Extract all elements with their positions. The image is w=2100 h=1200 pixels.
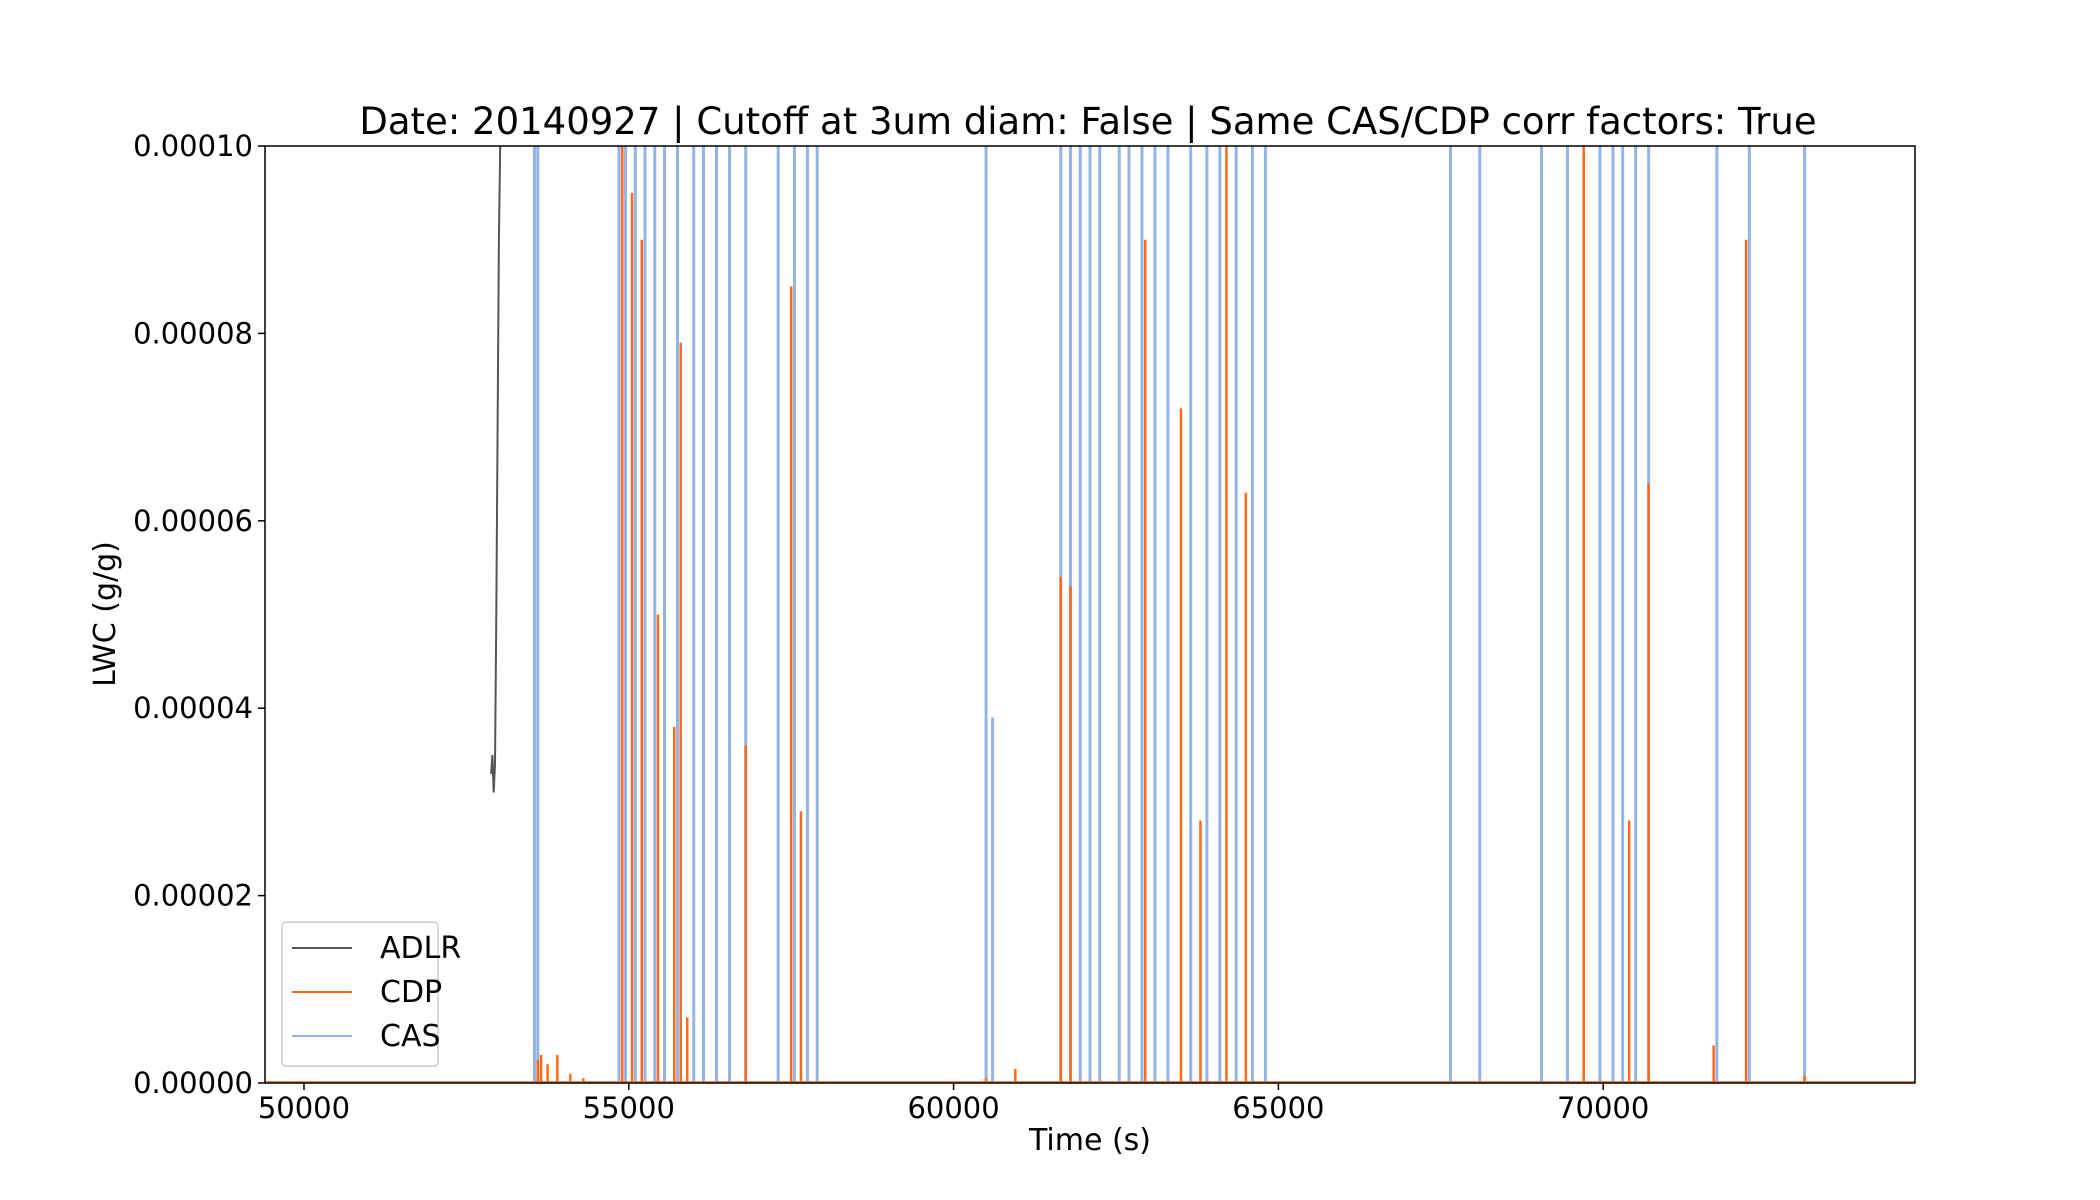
series-adlr bbox=[490, 145, 502, 793]
x-tick-label: 55000 bbox=[583, 1091, 675, 1125]
legend-box bbox=[281, 921, 439, 1067]
x-tick-label: 65000 bbox=[1232, 1091, 1324, 1125]
plot-frame bbox=[264, 145, 1916, 1084]
y-tick-label: 0.00010 bbox=[133, 129, 253, 163]
axes: 50000 55000 60000 65000 70000 0.00000 0.00002 0… bbox=[133, 129, 1649, 1125]
legend-label-cas: CAS bbox=[380, 1019, 441, 1054]
x-tick-label: 50000 bbox=[258, 1091, 350, 1125]
y-tick-label: 0.00000 bbox=[133, 1066, 253, 1100]
series-cas bbox=[265, 146, 1915, 1083]
y-tick-label: 0.00006 bbox=[133, 504, 253, 538]
legend-label-adlr: ADLR bbox=[380, 931, 461, 966]
chart-title: Date: 20140927 | Cutoff at 3um diam: Fal… bbox=[359, 100, 1816, 143]
legend: ADLR CDP CAS bbox=[281, 921, 461, 1067]
x-axis-title: Time (s) bbox=[1028, 1123, 1151, 1158]
x-tick-label: 70000 bbox=[1557, 1091, 1649, 1125]
series-cdp bbox=[265, 146, 1915, 1083]
y-tick-label: 0.00004 bbox=[133, 691, 253, 725]
series-line-adlr bbox=[490, 145, 502, 793]
y-axis-title: LWC (g/g) bbox=[88, 541, 123, 687]
y-tick-label: 0.00008 bbox=[133, 316, 253, 350]
y-tick-label: 0.00002 bbox=[133, 879, 253, 913]
x-tick-label: 60000 bbox=[907, 1091, 999, 1125]
legend-label-cdp: CDP bbox=[380, 975, 442, 1010]
plot-area bbox=[265, 145, 1915, 1083]
